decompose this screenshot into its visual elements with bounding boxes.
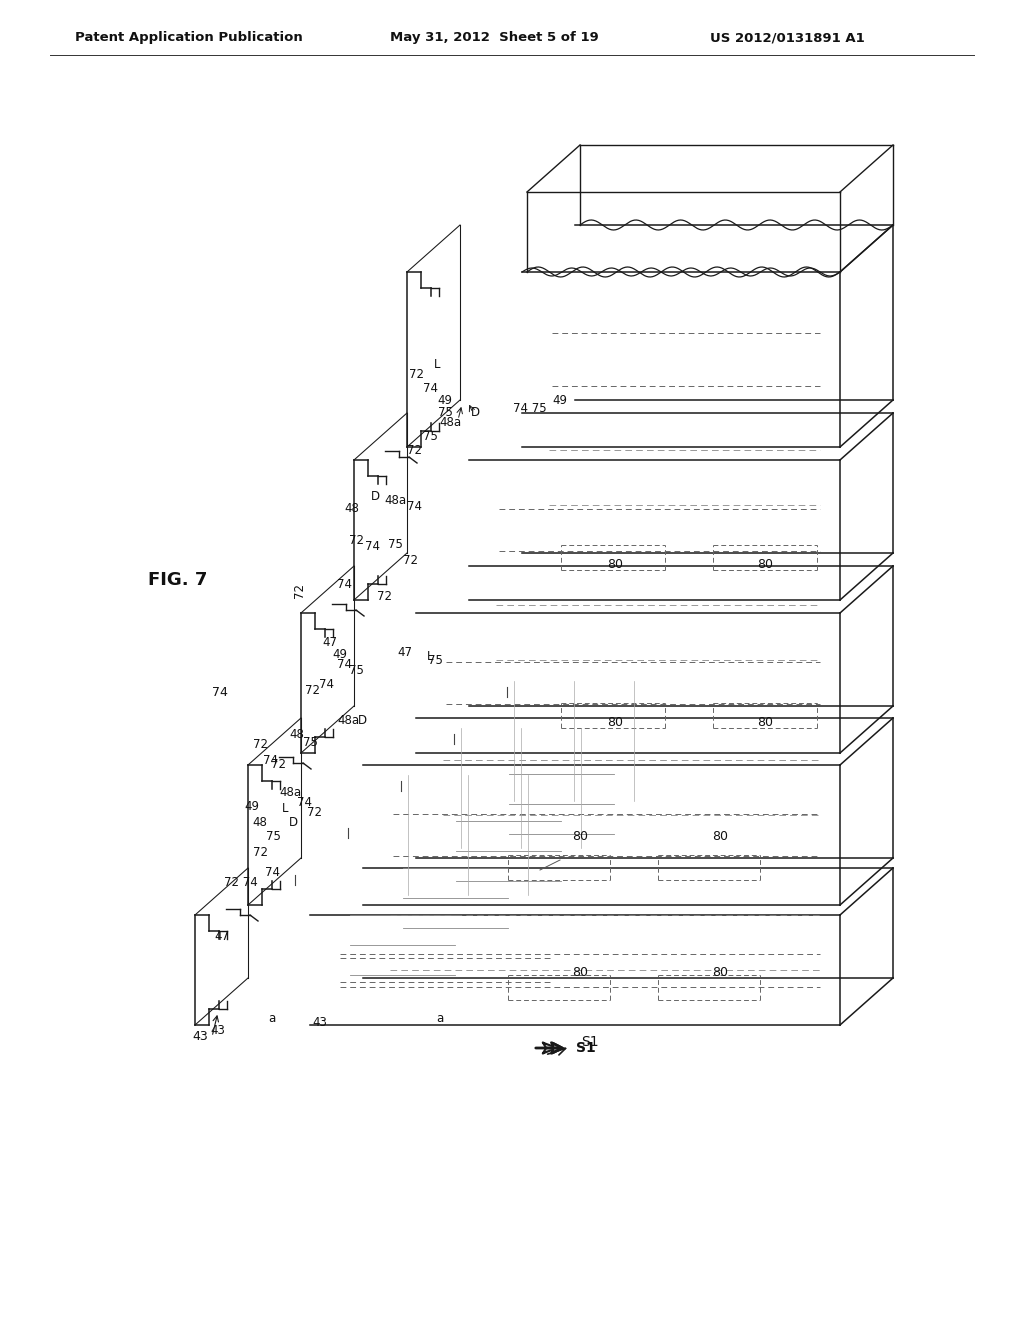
Text: 74 75: 74 75 xyxy=(513,401,547,414)
Text: 80: 80 xyxy=(712,830,728,843)
Text: US 2012/0131891 A1: US 2012/0131891 A1 xyxy=(710,32,864,45)
Text: 49: 49 xyxy=(553,393,567,407)
Text: 43: 43 xyxy=(312,1016,328,1030)
Text: 74: 74 xyxy=(423,381,437,395)
Text: 80: 80 xyxy=(572,965,588,978)
Text: L: L xyxy=(434,358,440,371)
Text: L: L xyxy=(282,801,288,814)
Text: 80: 80 xyxy=(607,558,623,572)
Text: D: D xyxy=(371,490,380,503)
Text: 74: 74 xyxy=(338,657,352,671)
Text: 74: 74 xyxy=(212,685,228,698)
Text: 48a: 48a xyxy=(439,416,461,429)
Text: 80: 80 xyxy=(757,715,773,729)
Text: D: D xyxy=(470,407,479,420)
Text: 75: 75 xyxy=(387,539,402,552)
Text: 75: 75 xyxy=(437,405,453,418)
Text: Patent Application Publication: Patent Application Publication xyxy=(75,32,303,45)
Text: 48: 48 xyxy=(290,727,304,741)
Text: 43: 43 xyxy=(193,1031,208,1044)
Text: 49: 49 xyxy=(245,800,259,813)
Text: 80: 80 xyxy=(757,558,773,572)
Text: 49: 49 xyxy=(333,648,347,660)
Text: 74: 74 xyxy=(264,866,280,879)
Text: 80: 80 xyxy=(607,715,623,729)
Text: 72: 72 xyxy=(294,582,306,598)
Text: 74: 74 xyxy=(338,578,352,591)
Text: 72: 72 xyxy=(270,759,286,771)
Text: 75: 75 xyxy=(348,664,364,676)
Text: 72: 72 xyxy=(253,738,267,751)
Text: 74: 74 xyxy=(366,540,381,553)
Text: 48a: 48a xyxy=(384,494,407,507)
Text: 48a: 48a xyxy=(337,714,359,726)
Text: S1: S1 xyxy=(582,1035,599,1049)
Text: D: D xyxy=(357,714,367,726)
Text: 72: 72 xyxy=(348,533,364,546)
Text: FIG. 7: FIG. 7 xyxy=(148,572,208,589)
Text: 75: 75 xyxy=(423,429,437,442)
Text: 72: 72 xyxy=(410,367,425,380)
Text: 47: 47 xyxy=(214,931,229,944)
Text: 72: 72 xyxy=(305,684,321,697)
Text: 49: 49 xyxy=(437,393,453,407)
Text: L: L xyxy=(427,649,433,663)
Text: D: D xyxy=(289,817,298,829)
Text: 74: 74 xyxy=(319,678,335,692)
Text: 74: 74 xyxy=(298,796,312,808)
Text: 48: 48 xyxy=(253,817,267,829)
Text: 72: 72 xyxy=(253,846,267,859)
Text: 72: 72 xyxy=(408,444,423,457)
Text: 72: 72 xyxy=(307,805,323,818)
Text: a: a xyxy=(436,1011,443,1024)
Text: a: a xyxy=(268,1011,275,1024)
Text: 72 74: 72 74 xyxy=(224,876,258,890)
Text: May 31, 2012  Sheet 5 of 19: May 31, 2012 Sheet 5 of 19 xyxy=(390,32,599,45)
Text: 47: 47 xyxy=(323,635,338,648)
Text: 74: 74 xyxy=(408,500,423,513)
Text: S1: S1 xyxy=(577,1041,596,1055)
Text: 75: 75 xyxy=(428,653,442,667)
Text: 72: 72 xyxy=(378,590,392,603)
Text: 72: 72 xyxy=(402,553,418,566)
Text: 43: 43 xyxy=(211,1023,225,1036)
Text: 80: 80 xyxy=(572,830,588,843)
Text: 48: 48 xyxy=(344,502,359,515)
Text: 74: 74 xyxy=(262,754,278,767)
Text: 80: 80 xyxy=(712,965,728,978)
Text: 48a: 48a xyxy=(279,787,301,800)
Text: 47: 47 xyxy=(397,645,413,659)
Text: 75: 75 xyxy=(265,829,281,842)
Text: 75: 75 xyxy=(302,737,317,750)
